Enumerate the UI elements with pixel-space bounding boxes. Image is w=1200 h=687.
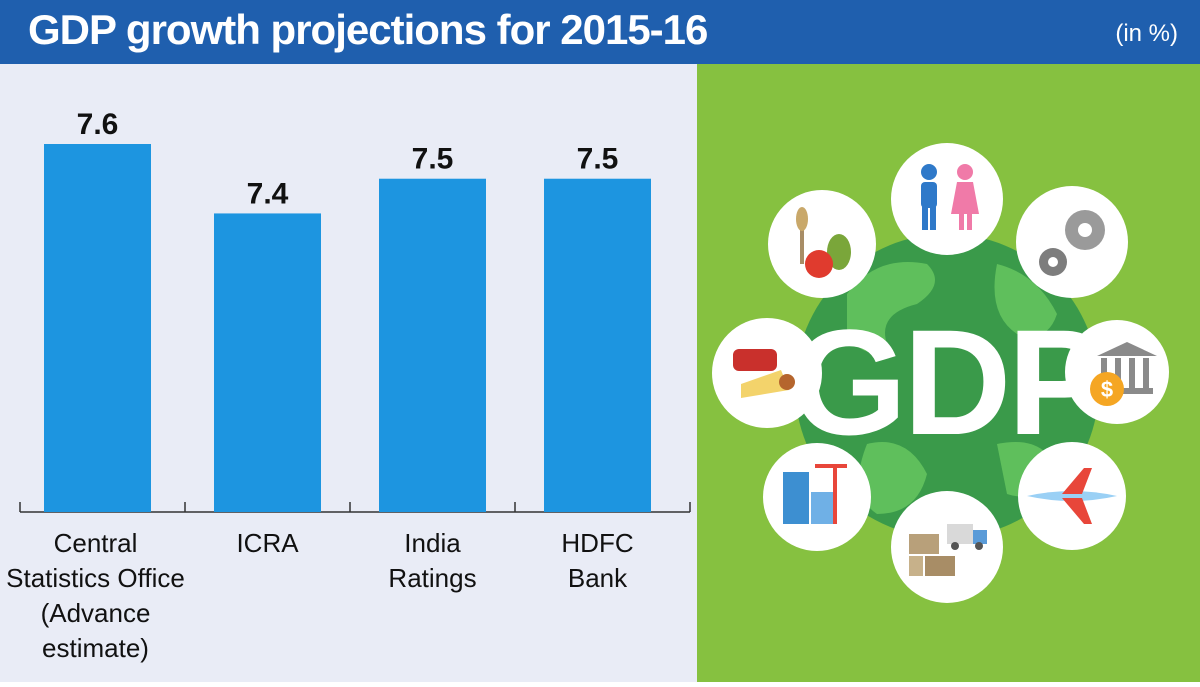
category-label: India [404,528,461,558]
bank-coin-icon: $ [1065,320,1169,424]
people-icon [891,143,1003,255]
category-label: Central [54,528,138,558]
chart-panel: 7.6 Central Statistics Office (Advance estim… [0,64,697,682]
bar [379,178,486,512]
gdp-text: GDP [790,298,1103,466]
truck-boxes-icon [891,491,1003,603]
category-label: Statistics Office [6,563,185,593]
gdp-illustration-panel: GDP [697,64,1200,682]
category-label: HDFC [561,528,633,558]
page-title: GDP growth projections for 2015-16 [28,6,708,53]
buildings-crane-icon [763,443,871,551]
gears-icon [1016,186,1128,298]
category-label: Ratings [388,563,476,593]
value-label: 7.5 [577,143,619,176]
globe-icon [795,234,1099,538]
meat-cheese-icon [712,318,822,428]
header-bar: GDP growth projections for 2015-16 (in %… [0,0,1200,64]
value-label: 7.5 [412,143,454,176]
category-label: (Advance [41,598,151,628]
bar [214,213,321,512]
bar [44,144,151,512]
wheat-fruit-icon [768,190,876,298]
gdp-illustration: GDP [697,64,1200,682]
svg-text:$: $ [1101,377,1113,402]
category-label: estimate) [42,633,149,663]
bar-chart: 7.6 Central Statistics Office (Advance estim… [6,108,691,663]
category-label: ICRA [236,528,299,558]
value-label: 7.4 [247,177,289,210]
category-label: Bank [568,563,628,593]
bar [544,178,651,512]
airplane-icon [1018,442,1126,550]
unit-label: (in %) [1115,20,1178,47]
value-label: 7.6 [77,108,119,141]
